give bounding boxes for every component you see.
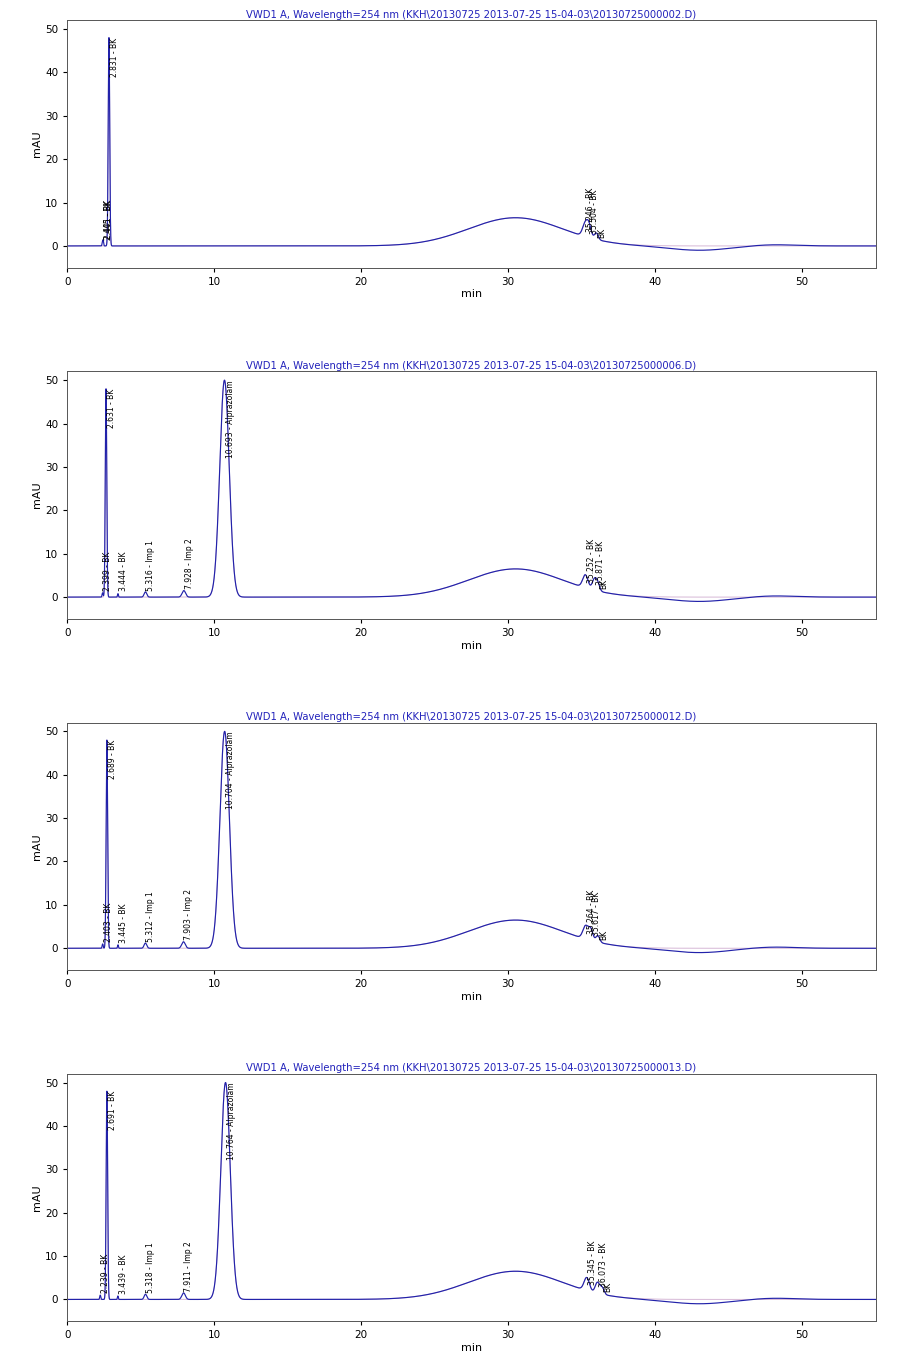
Y-axis label: mAU: mAU xyxy=(32,1184,42,1211)
Text: 2.631 - BK: 2.631 - BK xyxy=(107,389,116,428)
Text: BK: BK xyxy=(597,228,606,238)
Y-axis label: mAU: mAU xyxy=(32,833,42,859)
Text: 7.903 - Imp 2: 7.903 - Imp 2 xyxy=(184,889,193,940)
Text: 2.399 - BK: 2.399 - BK xyxy=(103,551,112,591)
X-axis label: min: min xyxy=(461,290,482,299)
X-axis label: min: min xyxy=(461,992,482,1001)
Text: 2.445 - BK: 2.445 - BK xyxy=(104,201,113,240)
Y-axis label: mAU: mAU xyxy=(32,482,42,508)
Text: 3.444 - BK: 3.444 - BK xyxy=(119,551,128,592)
Title: VWD1 A, Wavelength=254 nm (KKH\20130725 2013-07-25 15-04-03\20130725000006.D): VWD1 A, Wavelength=254 nm (KKH\20130725 … xyxy=(246,360,697,371)
Text: 36.073 - BK: 36.073 - BK xyxy=(599,1243,608,1287)
Text: 5.312 - Imp 1: 5.312 - Imp 1 xyxy=(146,892,155,942)
Text: 7.928 - Imp 2: 7.928 - Imp 2 xyxy=(185,538,194,589)
Text: 10.704 - Alprazolam: 10.704 - Alprazolam xyxy=(226,732,235,809)
Text: 35.246 - BK: 35.246 - BK xyxy=(586,187,595,232)
Text: 2.831 - BK: 2.831 - BK xyxy=(110,38,119,77)
Text: 35.504 - BK: 35.504 - BK xyxy=(590,190,599,234)
Text: BK: BK xyxy=(599,931,608,940)
Text: 35.252 - BK: 35.252 - BK xyxy=(586,539,595,583)
Text: 2.401 - BK: 2.401 - BK xyxy=(103,201,112,240)
Text: 35.345 - BK: 35.345 - BK xyxy=(588,1241,597,1285)
Text: 2.403 - BK: 2.403 - BK xyxy=(103,902,112,942)
Text: BK: BK xyxy=(599,579,608,589)
Text: 2.689 - BK: 2.689 - BK xyxy=(108,740,117,779)
X-axis label: min: min xyxy=(461,1343,482,1352)
Text: BK: BK xyxy=(603,1282,612,1291)
Text: 3.439 - BK: 3.439 - BK xyxy=(119,1255,128,1294)
Text: 2.691 - BK: 2.691 - BK xyxy=(108,1091,117,1130)
Y-axis label: mAU: mAU xyxy=(32,130,42,157)
Text: 10.764 - Alprazolam: 10.764 - Alprazolam xyxy=(227,1083,236,1160)
Title: VWD1 A, Wavelength=254 nm (KKH\20130725 2013-07-25 15-04-03\20130725000002.D): VWD1 A, Wavelength=254 nm (KKH\20130725 … xyxy=(246,9,697,19)
Text: 35.871 - BK: 35.871 - BK xyxy=(595,541,604,585)
Text: 35.617 - BK: 35.617 - BK xyxy=(592,892,601,936)
Text: 3.445 - BK: 3.445 - BK xyxy=(119,904,128,943)
Text: 5.318 - Imp 1: 5.318 - Imp 1 xyxy=(146,1243,155,1293)
Text: 35.264 - BK: 35.264 - BK xyxy=(586,890,595,934)
X-axis label: min: min xyxy=(461,641,482,650)
Title: VWD1 A, Wavelength=254 nm (KKH\20130725 2013-07-25 15-04-03\20130725000013.D): VWD1 A, Wavelength=254 nm (KKH\20130725 … xyxy=(246,1064,697,1073)
Text: 5.316 - Imp 1: 5.316 - Imp 1 xyxy=(146,539,155,591)
Text: 7.911 - Imp 2: 7.911 - Imp 2 xyxy=(184,1241,193,1291)
Title: VWD1 A, Wavelength=254 nm (KKH\20130725 2013-07-25 15-04-03\20130725000012.D): VWD1 A, Wavelength=254 nm (KKH\20130725 … xyxy=(246,711,697,722)
Text: 10.693 - Alprazolam: 10.693 - Alprazolam xyxy=(226,381,235,458)
Text: 2.239 - BK: 2.239 - BK xyxy=(101,1253,110,1293)
